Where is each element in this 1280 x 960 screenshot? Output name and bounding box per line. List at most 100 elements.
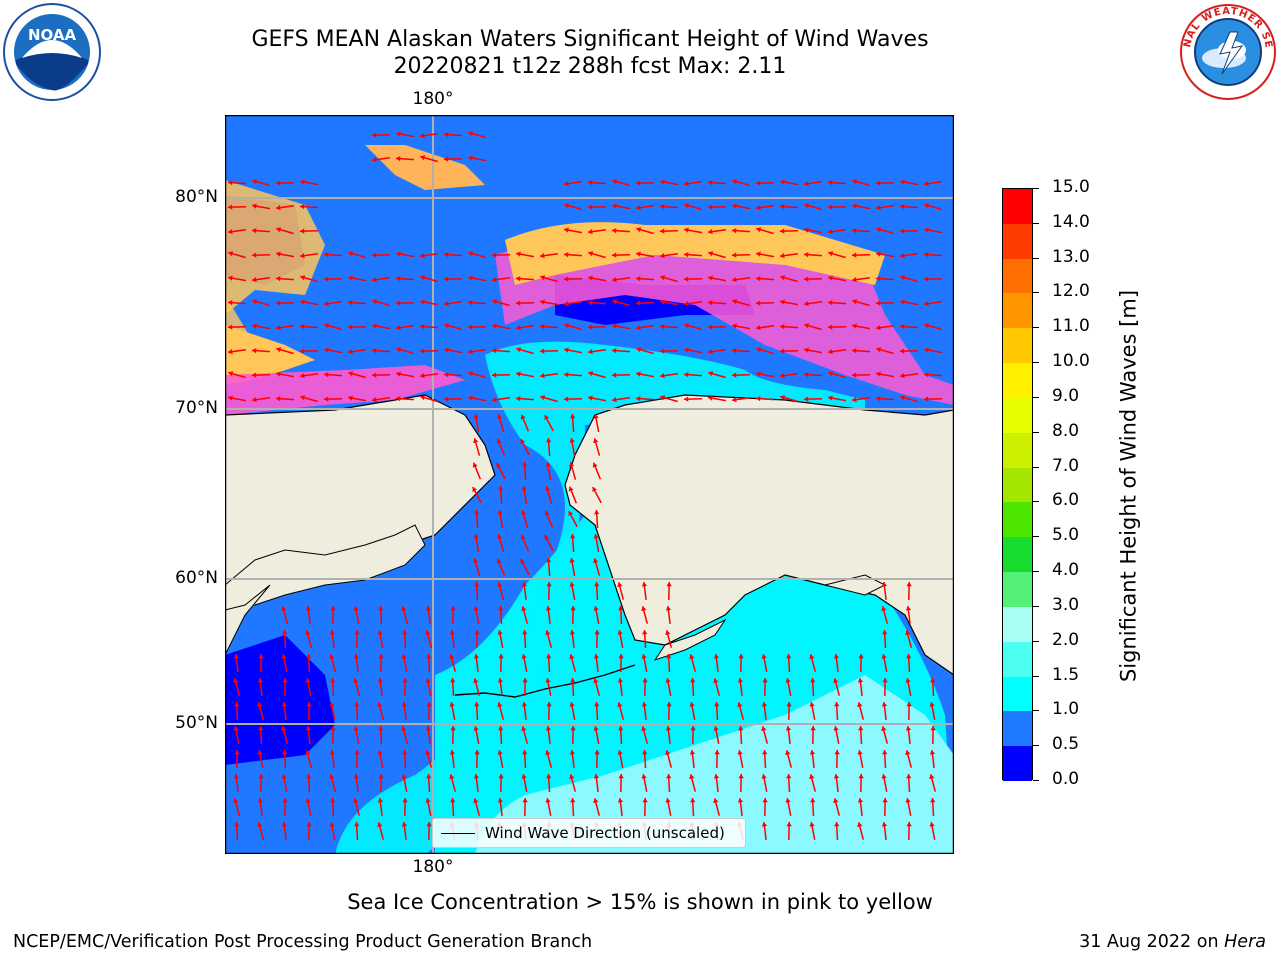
wave-direction-arrowhead bbox=[372, 348, 377, 354]
wave-direction-arrowhead bbox=[636, 180, 641, 186]
wave-direction-arrowhead bbox=[522, 462, 528, 467]
wave-direction-arrowhead bbox=[498, 486, 504, 491]
wave-direction-arrowhead bbox=[300, 228, 305, 234]
wave-direction-arrowhead bbox=[828, 324, 833, 330]
wave-direction-arrowhead bbox=[544, 535, 550, 540]
wave-direction-arrowhead bbox=[930, 678, 936, 683]
colorbar-tick bbox=[1033, 222, 1039, 224]
wave-direction-arrowhead bbox=[492, 299, 498, 305]
wave-direction-arrowhead bbox=[593, 414, 599, 419]
wave-direction-arrowhead bbox=[738, 654, 744, 659]
wave-direction-arrowhead bbox=[497, 702, 503, 708]
wave-direction-arrowhead bbox=[377, 630, 383, 635]
wave-direction-arrowhead bbox=[810, 678, 816, 683]
wave-direction-arrowhead bbox=[593, 726, 599, 731]
wave-direction-arrowhead bbox=[876, 347, 882, 353]
wave-direction-arrowhead bbox=[660, 348, 665, 354]
wave-direction-arrowhead bbox=[930, 726, 936, 731]
wave-direction-arrowhead bbox=[396, 276, 401, 282]
wave-direction-arrowhead bbox=[468, 131, 474, 137]
wave-direction-arrowhead bbox=[401, 726, 407, 732]
wave-direction-arrowhead bbox=[521, 486, 527, 491]
wave-direction-arrowhead bbox=[714, 702, 720, 707]
wave-direction-arrowhead bbox=[906, 654, 912, 659]
wave-direction-arrowhead bbox=[281, 774, 287, 779]
wave-direction-arrowhead bbox=[497, 678, 504, 683]
wave-direction-arrowhead bbox=[300, 348, 305, 354]
wave-direction-arrowhead bbox=[804, 252, 809, 258]
wave-direction-arrowhead bbox=[594, 630, 600, 635]
wave-direction-arrowhead bbox=[498, 774, 504, 779]
wave-direction-arrowhead bbox=[498, 606, 504, 611]
colorbar-tick-label: 2.0 bbox=[1052, 629, 1080, 650]
wave-direction-arrowhead bbox=[684, 203, 690, 209]
wave-direction-arrowhead bbox=[924, 396, 929, 402]
wave-direction-arrowhead bbox=[906, 822, 912, 827]
wave-direction-arrowhead bbox=[564, 347, 569, 353]
colorbar-tick-label: 15.0 bbox=[1052, 177, 1090, 197]
wave-direction-arrowhead bbox=[354, 822, 360, 827]
lon-label-top: 180° bbox=[412, 89, 454, 109]
wave-direction-arrowhead bbox=[401, 606, 407, 612]
wave-direction-arrowhead bbox=[420, 395, 426, 401]
wave-direction-arrowhead bbox=[282, 630, 288, 635]
wave-direction-arrowhead bbox=[804, 227, 809, 233]
wave-direction-arrowhead bbox=[612, 397, 617, 403]
wave-direction-arrowhead bbox=[564, 227, 569, 233]
wave-direction-arrowhead bbox=[612, 179, 618, 185]
wave-direction-arrowhead bbox=[588, 300, 593, 306]
wave-direction-arrowhead bbox=[780, 299, 785, 305]
colorbar-segment bbox=[1003, 328, 1032, 364]
wave-direction-arrowhead bbox=[444, 252, 449, 258]
wave-direction-arrowhead bbox=[473, 558, 479, 564]
wave-direction-arrowhead bbox=[348, 300, 353, 306]
wave-direction-arrowhead bbox=[545, 750, 551, 756]
wave-direction-arrowhead bbox=[642, 750, 648, 755]
wave-direction-arrowhead bbox=[756, 205, 761, 211]
colorbar-tick bbox=[1033, 362, 1039, 364]
wave-direction-arrowhead bbox=[568, 486, 574, 492]
wave-direction-arrowhead bbox=[882, 798, 888, 803]
wave-direction-arrowhead bbox=[450, 606, 456, 611]
wave-direction-arrowhead bbox=[276, 205, 281, 211]
colorbar-tick-label: 10.0 bbox=[1052, 351, 1090, 372]
wave-direction-arrowhead bbox=[257, 750, 263, 755]
legend-label: Wind Wave Direction (unscaled) bbox=[485, 824, 725, 842]
wave-direction-arrowhead bbox=[496, 463, 502, 468]
wave-direction-arrowhead bbox=[881, 582, 888, 587]
wave-direction-arrowhead bbox=[425, 798, 431, 803]
wave-direction-arrowhead bbox=[930, 798, 936, 803]
wave-direction-arrowhead bbox=[420, 299, 425, 305]
wave-direction-arrowhead bbox=[348, 371, 354, 377]
wave-direction-arrowhead bbox=[228, 300, 233, 306]
wave-direction-arrowhead bbox=[492, 277, 497, 283]
wave-direction-arrowhead bbox=[713, 798, 719, 804]
wave-direction-arrowhead bbox=[516, 347, 522, 353]
colorbar-segment bbox=[1003, 189, 1032, 224]
wave-direction-arrowhead bbox=[444, 132, 449, 138]
colorbar-tick-label: 0.5 bbox=[1052, 734, 1080, 755]
wave-direction-arrowhead bbox=[516, 276, 521, 282]
wave-direction-arrowhead bbox=[257, 678, 264, 683]
wave-direction-arrowhead bbox=[737, 750, 743, 755]
wave-direction-arrowhead bbox=[593, 558, 599, 564]
wave-direction-arrowhead bbox=[354, 702, 360, 707]
wave-direction-arrowhead bbox=[636, 227, 642, 233]
wave-direction-arrowhead bbox=[281, 654, 287, 659]
wave-direction-arrowhead bbox=[449, 750, 456, 755]
wave-direction-arrowhead bbox=[497, 534, 503, 540]
wave-direction-arrowhead bbox=[804, 396, 809, 402]
wave-direction-arrowhead bbox=[324, 252, 329, 258]
wave-direction-arrowhead bbox=[401, 822, 408, 827]
wave-direction-arrowhead bbox=[570, 606, 576, 611]
wave-direction-arrowhead bbox=[353, 606, 359, 611]
wave-direction-arrowhead bbox=[544, 510, 550, 516]
wave-direction-arrowhead bbox=[444, 347, 449, 353]
wave-direction-arrowhead bbox=[282, 798, 288, 803]
wave-direction-arrowhead bbox=[492, 348, 497, 354]
wave-direction-arrowhead bbox=[780, 228, 785, 234]
wave-direction-arrowhead bbox=[593, 534, 599, 539]
colorbar-tick-label: 13.0 bbox=[1052, 246, 1090, 267]
wave-direction-arrowhead bbox=[496, 438, 502, 444]
wave-direction-arrowhead bbox=[300, 204, 305, 210]
